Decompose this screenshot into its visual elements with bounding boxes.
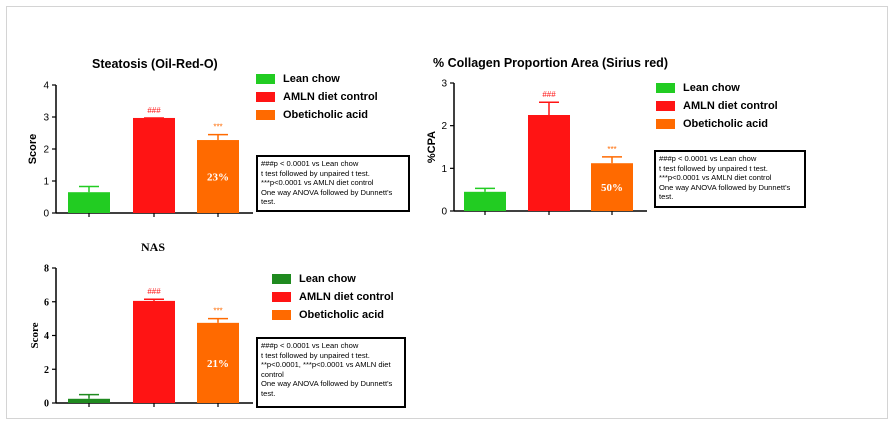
y-tick-label: 0 xyxy=(44,399,49,410)
chart-legend: Lean chow AMLN diet control Obeticholic … xyxy=(256,71,378,125)
legend-item-lean-chow: Lean chow xyxy=(656,80,778,95)
legend-item-oca: Obeticholic acid xyxy=(656,116,778,131)
bar-data-label: 50% xyxy=(601,182,623,194)
significance-label: ### xyxy=(147,106,161,115)
bar-data-label: 21% xyxy=(207,358,229,370)
legend-swatch xyxy=(656,82,675,93)
significance-label: *** xyxy=(213,307,222,316)
note-line: test. xyxy=(261,197,276,207)
bar-data-label: 23% xyxy=(207,172,229,184)
collagen-panel: % Collagen Proportion Area (Sirius red) … xyxy=(426,0,896,230)
y-tick-label: 3 xyxy=(441,79,447,90)
legend-label: Lean chow xyxy=(299,272,356,285)
legend-swatch xyxy=(272,309,291,320)
legend-swatch xyxy=(272,291,291,302)
note-line: test. xyxy=(659,192,674,202)
stats-note: ###p < 0.0001 vs Lean chow t test follow… xyxy=(256,337,406,408)
stats-note: ###p < 0.0001 vs Lean chow t test follow… xyxy=(654,150,806,208)
y-tick-label: 0 xyxy=(441,207,447,218)
y-axis-label: Score xyxy=(27,134,39,165)
chart-title: Steatosis (Oil-Red-O) xyxy=(92,57,218,71)
note-line: One way ANOVA followed by Dunnett's xyxy=(659,182,791,192)
y-tick-label: 6 xyxy=(44,297,49,308)
legend-label: Lean chow xyxy=(683,81,740,94)
significance-label: ### xyxy=(542,90,556,99)
legend-label: AMLN diet control xyxy=(683,99,778,112)
legend-swatch xyxy=(272,273,291,284)
y-tick-label: 2 xyxy=(441,121,447,132)
steatosis-chart: 0 1 2 3 4 Score ### *** 23% xyxy=(27,81,253,220)
note-line: t test followed by unpaired t test. xyxy=(261,350,370,360)
legend-swatch xyxy=(656,118,675,129)
y-tick-label: 1 xyxy=(43,177,49,188)
bar-obeticholic-acid xyxy=(197,140,239,213)
bar-amln-diet-control xyxy=(528,115,570,211)
y-tick-label: 0 xyxy=(43,209,49,220)
bar-obeticholic-acid xyxy=(591,163,633,211)
legend-swatch xyxy=(256,91,275,102)
figure-frame xyxy=(6,6,888,419)
legend-label: Lean chow xyxy=(283,72,340,85)
bar-obeticholic-acid xyxy=(197,322,239,403)
stats-note: ###p < 0.0001 vs Lean chow t test follow… xyxy=(256,155,410,212)
note-line: ###p < 0.0001 vs Lean chow xyxy=(659,154,757,163)
legend-item-lean-chow: Lean chow xyxy=(272,271,394,286)
note-line: ***p<0.0001 vs AMLN diet control xyxy=(261,178,374,188)
legend-swatch xyxy=(256,73,275,84)
legend-swatch xyxy=(656,100,675,111)
legend-item-oca: Obeticholic acid xyxy=(272,307,394,322)
legend-label: Obeticholic acid xyxy=(299,308,384,321)
note-line: ###p < 0.0001 vs Lean chow xyxy=(261,159,359,168)
note-line: test. xyxy=(261,388,276,398)
bar-lean-chow xyxy=(68,192,110,213)
legend-item-amln: AMLN diet control xyxy=(656,98,778,113)
chart-title: % Collagen Proportion Area (Sirius red) xyxy=(433,56,668,70)
note-line: ***p<0.0001 vs AMLN diet control xyxy=(659,173,772,183)
significance-label: *** xyxy=(213,123,222,132)
nas-panel: NAS 0 2 4 6 8 Score ### *** 21% Lean chow AMLN d… xyxy=(0,230,430,425)
note-line: One way ANOVA followed by Dunnett's xyxy=(261,379,393,389)
note-line: ###p < 0.0001 vs Lean chow xyxy=(261,341,359,350)
y-tick-label: 2 xyxy=(44,365,49,376)
legend-item-lean-chow: Lean chow xyxy=(256,71,378,86)
y-tick-label: 8 xyxy=(44,264,49,275)
note-line: One way ANOVA followed by Dunnett's xyxy=(261,187,393,197)
bar-amln-diet-control xyxy=(133,300,175,403)
y-axis-label: %CPA xyxy=(426,131,438,163)
bar-amln-diet-control xyxy=(133,117,175,213)
note-line: t test followed by unpaired t test. xyxy=(659,163,768,173)
legend-item-amln: AMLN diet control xyxy=(256,89,378,104)
legend-label: AMLN diet control xyxy=(283,90,378,103)
note-line: **p<0.0001, ***p<0.0001 vs AMLN diet xyxy=(261,360,391,370)
y-tick-label: 1 xyxy=(441,164,447,175)
y-tick-label: 3 xyxy=(43,113,49,124)
legend-item-oca: Obeticholic acid xyxy=(256,107,378,122)
significance-label: ### xyxy=(147,287,161,296)
chart-legend: Lean chow AMLN diet control Obeticholic … xyxy=(656,80,778,134)
y-tick-label: 2 xyxy=(43,145,49,156)
legend-label: Obeticholic acid xyxy=(683,117,768,130)
chart-title: NAS xyxy=(141,240,166,254)
y-tick-label: 4 xyxy=(43,81,49,92)
bar-lean-chow xyxy=(68,398,110,403)
y-tick-label: 4 xyxy=(44,331,49,342)
significance-label: *** xyxy=(607,145,616,154)
legend-item-amln: AMLN diet control xyxy=(272,289,394,304)
legend-label: AMLN diet control xyxy=(299,290,394,303)
chart-legend: Lean chow AMLN diet control Obeticholic … xyxy=(272,271,394,325)
legend-label: Obeticholic acid xyxy=(283,108,368,121)
bar-lean-chow xyxy=(464,191,506,211)
nas-chart: 0 2 4 6 8 Score ### *** 21% xyxy=(29,264,253,410)
steatosis-panel: Steatosis (Oil-Red-O) 0 1 2 3 4 Score ### *** 23… xyxy=(0,0,430,230)
legend-swatch xyxy=(256,109,275,120)
y-axis-label: Score xyxy=(29,322,41,348)
note-line: control xyxy=(261,369,284,379)
note-line: t test followed by unpaired t test. xyxy=(261,168,370,178)
collagen-chart: 0 1 2 3 %CPA ### *** 50% xyxy=(426,79,647,218)
